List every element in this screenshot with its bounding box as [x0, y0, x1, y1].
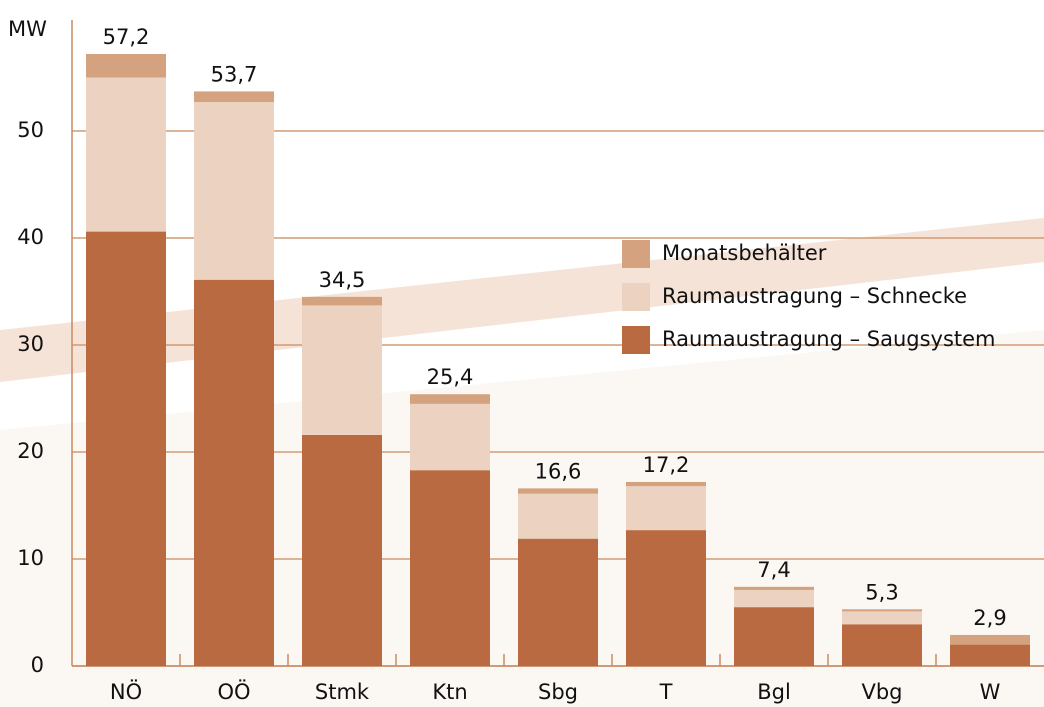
bar-segment: [518, 488, 598, 494]
bar-segment: [626, 486, 706, 531]
x-tick-label: OÖ: [217, 679, 250, 704]
legend-swatch: [622, 240, 650, 268]
y-tick-label: 0: [31, 653, 44, 677]
bar-segment: [194, 279, 274, 666]
bar-segment: [842, 609, 922, 612]
bar-segment: [518, 538, 598, 666]
total-label: 16,6: [535, 459, 582, 483]
legend-swatch: [622, 283, 650, 311]
total-label: 2,9: [973, 606, 1006, 630]
bar-segment: [950, 644, 1030, 666]
bar-segment: [626, 530, 706, 666]
x-tick-label: Bgl: [757, 680, 791, 704]
bar-segment: [86, 77, 166, 232]
bar-segment: [410, 470, 490, 666]
total-label: 53,7: [211, 62, 258, 86]
y-axis-label: MW: [8, 17, 47, 41]
bar-segment: [734, 607, 814, 666]
bar-segment: [410, 394, 490, 404]
legend-label: Raumaustragung – Saugsystem: [662, 327, 996, 351]
y-tick-label: 30: [17, 332, 44, 356]
total-label: 57,2: [103, 25, 150, 49]
bar-segment: [734, 590, 814, 608]
bar-segment: [194, 102, 274, 280]
bar-segment: [410, 403, 490, 471]
x-tick-label: T: [659, 680, 673, 704]
bar-segment: [842, 611, 922, 625]
bar-segment: [950, 634, 1030, 645]
bar-segment: [626, 481, 706, 487]
bar-segment: [302, 305, 382, 435]
bar-segment: [518, 493, 598, 539]
legend-label: Raumaustragung – Schnecke: [662, 284, 967, 308]
total-label: 5,3: [865, 580, 898, 604]
x-tick-label: Sbg: [538, 680, 578, 704]
bar-segment: [302, 296, 382, 306]
y-tick-label: 10: [17, 546, 44, 570]
x-tick-label: NÖ: [110, 679, 142, 704]
bar-segment: [302, 434, 382, 666]
bar-segment: [86, 53, 166, 78]
x-tick-label: Stmk: [315, 680, 370, 704]
y-tick-label: 20: [17, 439, 44, 463]
total-label: 17,2: [643, 453, 690, 477]
x-tick-label: Ktn: [432, 680, 467, 704]
y-tick-label: 50: [17, 118, 44, 142]
total-label: 7,4: [757, 558, 790, 582]
bar-segment: [842, 624, 922, 666]
bar-segment: [194, 91, 274, 103]
bar-segment: [734, 586, 814, 591]
legend-swatch: [622, 326, 650, 354]
bar-segment: [86, 231, 166, 666]
x-tick-label: Vbg: [861, 680, 902, 704]
legend-label: Monatsbehälter: [662, 241, 827, 265]
x-tick-label: W: [980, 680, 1001, 704]
total-label: 25,4: [427, 365, 474, 389]
y-tick-label: 40: [17, 225, 44, 249]
total-label: 34,5: [319, 268, 366, 292]
